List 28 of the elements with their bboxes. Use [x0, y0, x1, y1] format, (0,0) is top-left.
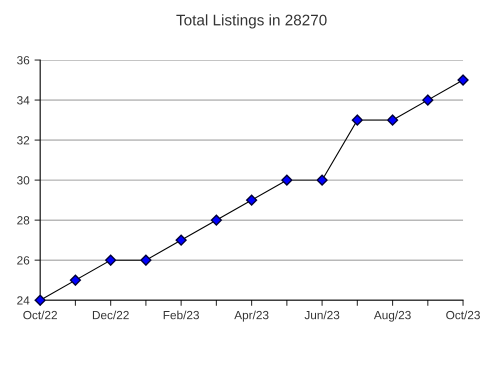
y-tick-label: 28	[17, 216, 30, 225]
x-tick-label: Feb/23	[164, 310, 199, 320]
point	[457, 74, 469, 86]
point	[34, 294, 46, 306]
y-tick-label: 32	[17, 136, 30, 144]
x-tick-label: Oct/23	[446, 310, 480, 320]
point	[140, 254, 152, 266]
y-tick-label: 34	[17, 96, 30, 104]
point	[422, 94, 434, 106]
y-tick-label: 36	[17, 56, 30, 64]
point	[246, 194, 258, 206]
point	[386, 114, 398, 126]
point	[352, 114, 363, 126]
x-tick-label: Oct/22	[23, 310, 57, 320]
point	[210, 214, 222, 226]
chart-title: Total Listings in 28270	[176, 14, 327, 28]
point	[105, 254, 116, 266]
point	[176, 234, 187, 246]
x-tick-label: Jun/23	[304, 310, 340, 320]
x-tick-label: Dec/22	[92, 310, 129, 320]
y-tick-label: 30	[17, 176, 30, 185]
x-tick-label: Apr/23	[234, 310, 268, 322]
point	[70, 274, 82, 286]
y-tick-label: 24	[17, 296, 30, 304]
point	[281, 174, 292, 186]
y-tick-label: 26	[17, 256, 30, 265]
x-tick-label: Aug/23	[374, 310, 411, 322]
point	[316, 174, 328, 186]
